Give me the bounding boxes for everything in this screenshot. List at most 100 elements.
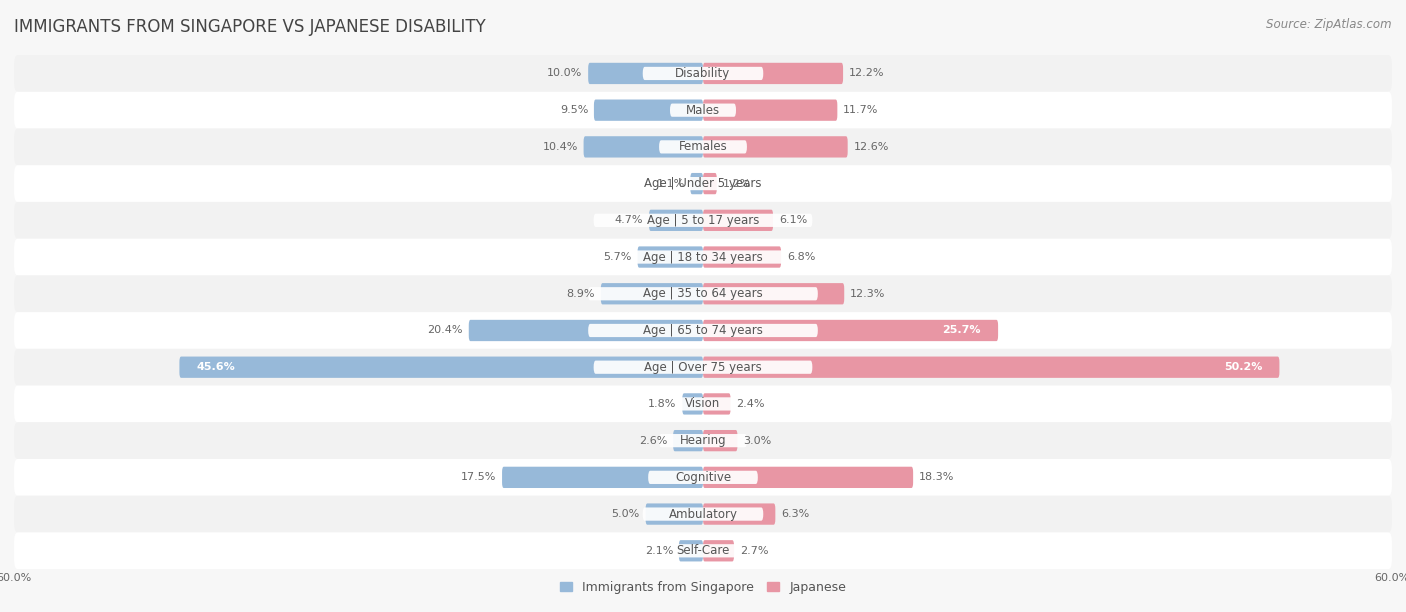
Text: 17.5%: 17.5% <box>461 472 496 482</box>
Text: 3.0%: 3.0% <box>744 436 772 446</box>
FancyBboxPatch shape <box>703 357 1279 378</box>
Text: Age | 65 to 74 years: Age | 65 to 74 years <box>643 324 763 337</box>
Text: Source: ZipAtlas.com: Source: ZipAtlas.com <box>1267 18 1392 31</box>
Text: 10.4%: 10.4% <box>543 142 578 152</box>
Text: 1.1%: 1.1% <box>657 179 685 188</box>
FancyBboxPatch shape <box>14 275 1392 312</box>
FancyBboxPatch shape <box>593 214 813 227</box>
FancyBboxPatch shape <box>14 92 1392 129</box>
FancyBboxPatch shape <box>583 136 703 157</box>
FancyBboxPatch shape <box>468 320 703 341</box>
FancyBboxPatch shape <box>703 247 782 267</box>
FancyBboxPatch shape <box>14 496 1392 532</box>
FancyBboxPatch shape <box>14 202 1392 239</box>
Text: 18.3%: 18.3% <box>920 472 955 482</box>
Text: 12.2%: 12.2% <box>849 69 884 78</box>
FancyBboxPatch shape <box>14 422 1392 459</box>
Text: Males: Males <box>686 103 720 117</box>
FancyBboxPatch shape <box>14 386 1392 422</box>
Text: 1.8%: 1.8% <box>648 399 676 409</box>
Text: 2.7%: 2.7% <box>740 546 768 556</box>
FancyBboxPatch shape <box>180 357 703 378</box>
Text: 50.2%: 50.2% <box>1223 362 1263 372</box>
Text: Vision: Vision <box>685 397 721 411</box>
FancyBboxPatch shape <box>703 63 844 84</box>
Text: Age | Under 5 years: Age | Under 5 years <box>644 177 762 190</box>
FancyBboxPatch shape <box>593 360 813 374</box>
Text: Hearing: Hearing <box>679 434 727 447</box>
Text: 8.9%: 8.9% <box>567 289 595 299</box>
Text: 4.7%: 4.7% <box>614 215 644 225</box>
FancyBboxPatch shape <box>703 283 844 304</box>
Text: 25.7%: 25.7% <box>942 326 981 335</box>
FancyBboxPatch shape <box>637 247 703 267</box>
FancyBboxPatch shape <box>14 165 1392 202</box>
Text: 5.0%: 5.0% <box>612 509 640 519</box>
FancyBboxPatch shape <box>703 320 998 341</box>
Text: 10.0%: 10.0% <box>547 69 582 78</box>
FancyBboxPatch shape <box>703 504 775 524</box>
FancyBboxPatch shape <box>665 397 741 411</box>
FancyBboxPatch shape <box>14 349 1392 386</box>
FancyBboxPatch shape <box>703 136 848 157</box>
FancyBboxPatch shape <box>659 434 747 447</box>
FancyBboxPatch shape <box>645 504 703 524</box>
Text: Age | 18 to 34 years: Age | 18 to 34 years <box>643 250 763 264</box>
FancyBboxPatch shape <box>14 459 1392 496</box>
Text: 9.5%: 9.5% <box>560 105 588 115</box>
Text: 11.7%: 11.7% <box>844 105 879 115</box>
FancyBboxPatch shape <box>14 312 1392 349</box>
FancyBboxPatch shape <box>673 430 703 451</box>
FancyBboxPatch shape <box>588 250 818 264</box>
FancyBboxPatch shape <box>671 103 735 117</box>
Text: 12.3%: 12.3% <box>851 289 886 299</box>
FancyBboxPatch shape <box>643 67 763 80</box>
Text: 6.1%: 6.1% <box>779 215 807 225</box>
FancyBboxPatch shape <box>690 173 703 194</box>
Text: 20.4%: 20.4% <box>427 326 463 335</box>
FancyBboxPatch shape <box>14 55 1392 92</box>
Text: 1.2%: 1.2% <box>723 179 751 188</box>
FancyBboxPatch shape <box>659 140 747 154</box>
FancyBboxPatch shape <box>703 173 717 194</box>
Text: Age | 35 to 64 years: Age | 35 to 64 years <box>643 287 763 300</box>
FancyBboxPatch shape <box>593 177 813 190</box>
FancyBboxPatch shape <box>14 129 1392 165</box>
Legend: Immigrants from Singapore, Japanese: Immigrants from Singapore, Japanese <box>555 576 851 599</box>
FancyBboxPatch shape <box>600 283 703 304</box>
Text: 2.1%: 2.1% <box>645 546 673 556</box>
FancyBboxPatch shape <box>588 324 818 337</box>
FancyBboxPatch shape <box>588 63 703 84</box>
Text: Cognitive: Cognitive <box>675 471 731 484</box>
Text: 2.4%: 2.4% <box>737 399 765 409</box>
FancyBboxPatch shape <box>588 287 818 300</box>
Text: IMMIGRANTS FROM SINGAPORE VS JAPANESE DISABILITY: IMMIGRANTS FROM SINGAPORE VS JAPANESE DI… <box>14 18 486 36</box>
FancyBboxPatch shape <box>703 540 734 561</box>
Text: Ambulatory: Ambulatory <box>668 507 738 521</box>
FancyBboxPatch shape <box>643 507 763 521</box>
FancyBboxPatch shape <box>648 471 758 484</box>
FancyBboxPatch shape <box>703 100 838 121</box>
Text: Self-Care: Self-Care <box>676 544 730 558</box>
FancyBboxPatch shape <box>650 210 703 231</box>
FancyBboxPatch shape <box>679 540 703 561</box>
FancyBboxPatch shape <box>703 394 731 414</box>
FancyBboxPatch shape <box>14 532 1392 569</box>
Text: Age | Over 75 years: Age | Over 75 years <box>644 360 762 374</box>
Text: 5.7%: 5.7% <box>603 252 631 262</box>
Text: 45.6%: 45.6% <box>197 362 235 372</box>
Text: Females: Females <box>679 140 727 154</box>
FancyBboxPatch shape <box>703 210 773 231</box>
Text: Disability: Disability <box>675 67 731 80</box>
FancyBboxPatch shape <box>14 239 1392 275</box>
Text: 6.3%: 6.3% <box>782 509 810 519</box>
FancyBboxPatch shape <box>502 467 703 488</box>
Text: 12.6%: 12.6% <box>853 142 889 152</box>
Text: 6.8%: 6.8% <box>787 252 815 262</box>
Text: Age | 5 to 17 years: Age | 5 to 17 years <box>647 214 759 227</box>
FancyBboxPatch shape <box>682 394 703 414</box>
FancyBboxPatch shape <box>703 430 738 451</box>
Text: 2.6%: 2.6% <box>640 436 668 446</box>
FancyBboxPatch shape <box>648 544 758 558</box>
FancyBboxPatch shape <box>593 100 703 121</box>
